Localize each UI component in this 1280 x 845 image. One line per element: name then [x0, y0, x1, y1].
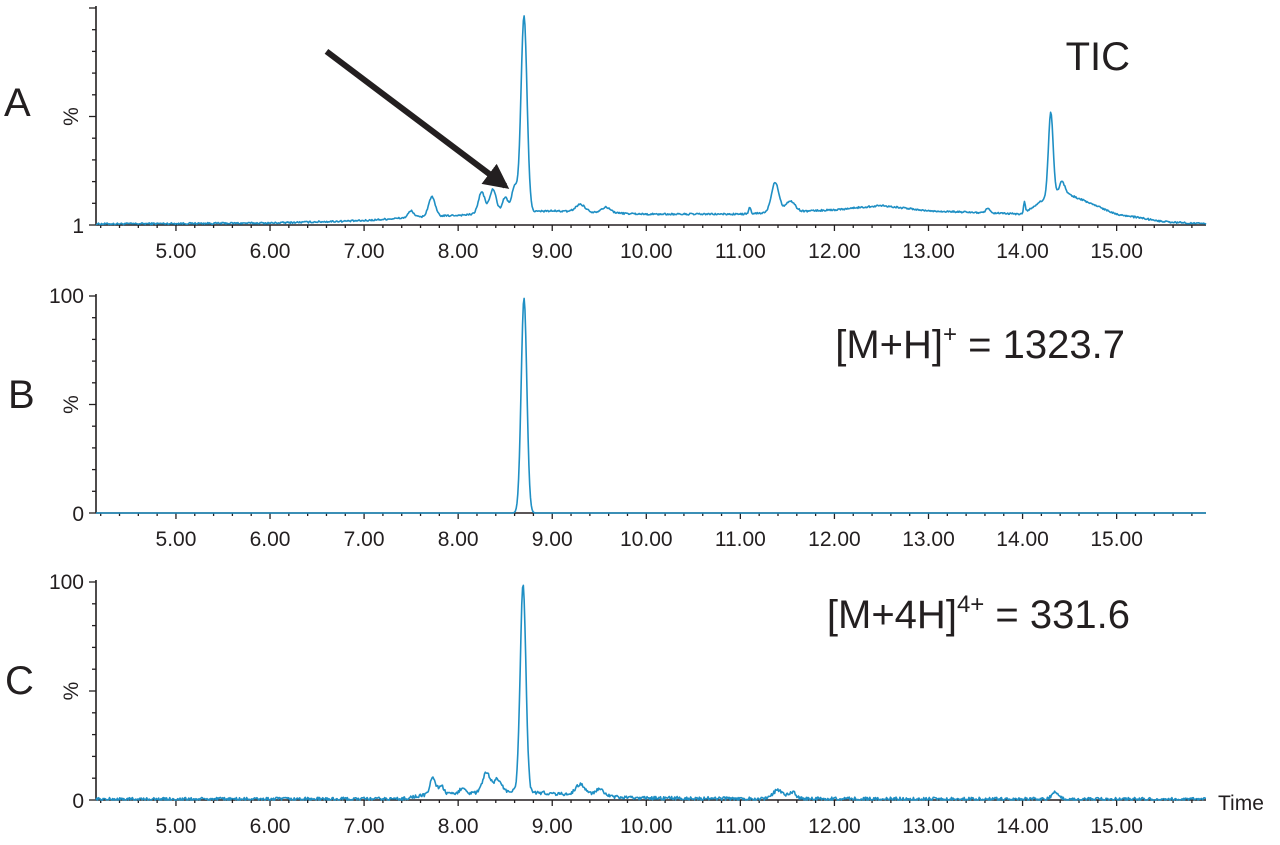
- panel-b: B % 0 100 5.00 6.00 7.00 8.00 9.00 10.00 11.00 12.0…: [8, 285, 1207, 551]
- x-tick-label: 5.00: [156, 240, 197, 263]
- x-axis-label: Time: [1218, 792, 1264, 815]
- x-tick-label: 9.00: [532, 528, 573, 551]
- x-tick-label: 10.00: [620, 528, 673, 551]
- x-tick-label: 7.00: [344, 815, 385, 838]
- x-tick-label: 13.00: [902, 240, 955, 263]
- panel-letter: B: [8, 373, 35, 417]
- panel-annotation: TIC: [1066, 35, 1130, 79]
- x-tick-label: 7.00: [344, 240, 385, 263]
- panel-c: C % 0 100 5.00 6.00 7.00 8.00 9.00 10.00 11.00 12.0…: [5, 571, 1207, 838]
- x-tick-label: 6.00: [250, 815, 291, 838]
- y-tick-label-bottom: 0: [72, 503, 84, 526]
- panel-a: A %15.00 6.00 7.00 8.00 9.00 10.00 11.00 12.00 13…: [4, 6, 1207, 263]
- y-tick-label-bottom: 0: [72, 790, 84, 813]
- x-tick-label: 6.00: [250, 528, 291, 551]
- chromatogram-trace: [95, 584, 1207, 801]
- x-tick-label: 11.00: [715, 815, 766, 838]
- panel-annotation: [M+H]+ = 1323.7: [835, 321, 1125, 367]
- x-tick-label: 10.00: [620, 815, 673, 838]
- x-tick-label: 14.00: [996, 240, 1049, 263]
- x-tick-label: 14.00: [996, 815, 1049, 838]
- x-tick-label: 15.00: [1090, 528, 1143, 551]
- x-tick-label: 12.00: [808, 240, 861, 263]
- x-tick-label: 6.00: [250, 240, 291, 263]
- x-tick-label: 9.00: [532, 240, 573, 263]
- x-tick-label: 8.00: [438, 528, 479, 551]
- x-tick-label: 5.00: [156, 528, 197, 551]
- y-tick-label-top: 100: [49, 571, 84, 594]
- y-tick-label-top: 100: [49, 285, 84, 308]
- x-tick-label: 7.00: [344, 528, 385, 551]
- x-tick-label: 9.00: [532, 815, 573, 838]
- y-axis-label: %: [60, 107, 83, 126]
- x-tick-label: 13.00: [902, 528, 955, 551]
- x-tick-label: 12.00: [808, 815, 861, 838]
- y-tick-label-bottom: 1: [72, 215, 84, 238]
- chromatogram-trace: [95, 297, 1207, 514]
- x-tick-label: 10.00: [620, 240, 673, 263]
- chromatogram-trace: [95, 15, 1207, 226]
- x-tick-label: 8.00: [438, 240, 479, 263]
- x-tick-label: 5.00: [156, 815, 197, 838]
- x-tick-label: 15.00: [1090, 240, 1143, 263]
- panel-letter: C: [5, 659, 34, 703]
- x-tick-label: 15.00: [1090, 815, 1143, 838]
- x-tick-label: 14.00: [996, 528, 1049, 551]
- y-axis-label: %: [60, 682, 83, 701]
- panel-annotation: [M+4H]4+ = 331.6: [827, 591, 1130, 637]
- x-tick-label: 8.00: [438, 815, 479, 838]
- x-tick-label: 11.00: [715, 528, 766, 551]
- annotation-arrow: [324, 49, 510, 189]
- panel-letter: A: [4, 81, 31, 125]
- x-tick-label: 13.00: [902, 815, 955, 838]
- y-axis-label: %: [60, 395, 83, 414]
- x-tick-label: 11.00: [715, 240, 766, 263]
- x-tick-label: 12.00: [808, 528, 861, 551]
